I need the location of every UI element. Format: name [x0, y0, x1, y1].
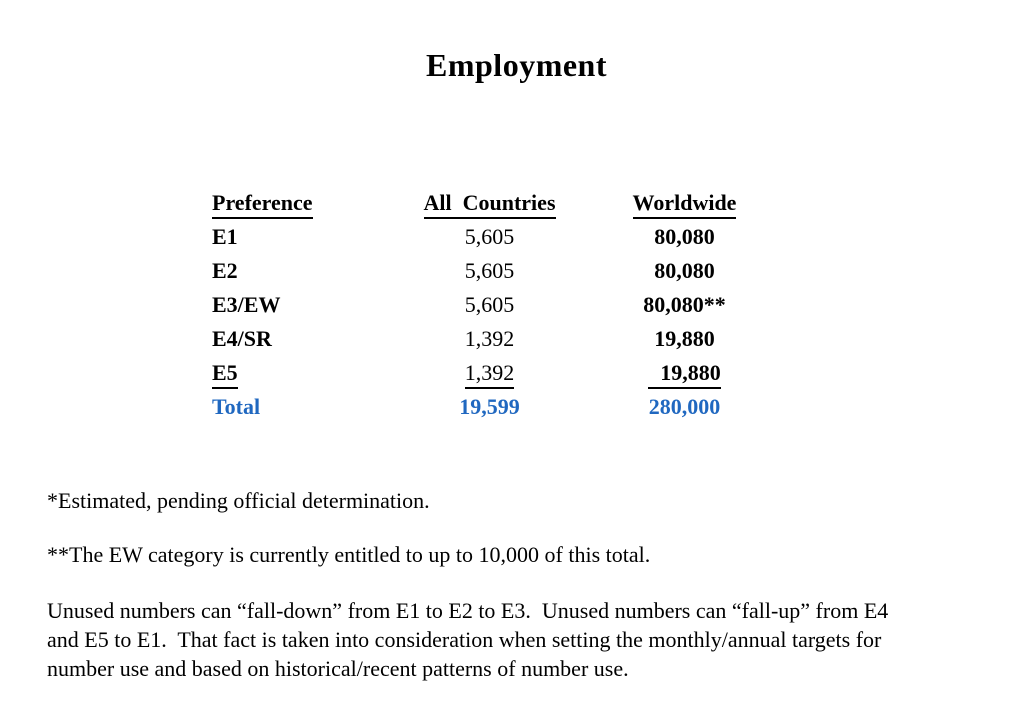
falldown-paragraph: Unused numbers can “fall-down” from E1 t…	[47, 596, 888, 683]
column-header-worldwide-wrap: Worldwide	[587, 186, 782, 220]
all-countries-cell: 5,605	[464, 292, 515, 317]
all-countries-cell: 5,605	[464, 258, 515, 283]
table-row-e1: E1 5,605 80,080	[212, 220, 782, 254]
preference-cell-wrap: E5	[212, 356, 392, 390]
preference-cell: E5	[212, 360, 238, 389]
table-row-e3-ew: E3/EW 5,605 80,080**	[212, 288, 782, 322]
preference-cell: E3/EW	[212, 292, 281, 317]
worldwide-cell: 19,880	[648, 360, 721, 389]
table-row-e5: E5 1,392 19,880	[212, 356, 782, 390]
all-countries-cell: 5,605	[464, 224, 515, 249]
column-header-preference-wrap: Preference	[212, 186, 392, 220]
preference-cell: E1	[212, 224, 238, 249]
table-row-total: Total 19,599 280,000	[212, 390, 782, 424]
column-header-worldwide: Worldwide	[632, 190, 737, 219]
preference-cell: E4/SR	[212, 326, 272, 351]
all-countries-cell-wrap: 1,392	[392, 356, 587, 390]
page-title: Employment	[426, 47, 607, 83]
worldwide-cell: 80,080	[654, 258, 715, 283]
paragraph-line: and E5 to E1. That fact is taken into co…	[47, 627, 882, 652]
table-header-row: Preference All Countries Worldwide	[212, 186, 782, 220]
total-all-countries-cell: 19,599	[459, 394, 520, 419]
footnote-estimated: *Estimated, pending official determinati…	[47, 488, 430, 513]
column-header-preference: Preference	[212, 190, 313, 219]
total-worldwide-cell: 280,000	[648, 394, 721, 419]
employment-table: Preference All Countries Worldwide E1 5,…	[212, 186, 782, 424]
all-countries-cell: 1,392	[464, 326, 515, 351]
preference-cell: E2	[212, 258, 238, 283]
paragraph-line: Unused numbers can “fall-down” from E1 t…	[47, 598, 889, 623]
column-header-all-countries: All Countries	[423, 190, 556, 219]
paragraph-line: number use and based on historical/recen…	[47, 656, 629, 681]
footnote-ew-category: **The EW category is currently entitled …	[47, 542, 651, 567]
total-label-cell: Total	[212, 394, 261, 419]
worldwide-cell: 19,880	[654, 326, 715, 351]
worldwide-cell: 80,080**	[643, 292, 726, 317]
table-row-e4-sr: E4/SR 1,392 19,880	[212, 322, 782, 356]
table-row-e2: E2 5,605 80,080	[212, 254, 782, 288]
all-countries-cell: 1,392	[464, 360, 515, 389]
worldwide-cell: 80,080	[654, 224, 715, 249]
column-header-all-countries-wrap: All Countries	[392, 186, 587, 220]
worldwide-cell-wrap: 19,880	[587, 356, 782, 390]
